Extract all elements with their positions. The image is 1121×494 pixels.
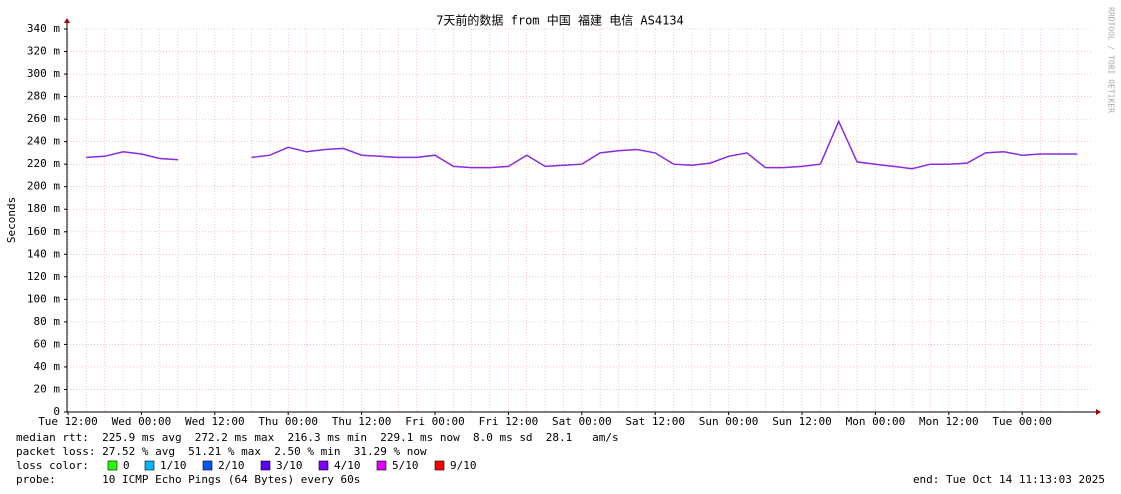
packet-loss: packet loss: 27.52 % avg 51.21 % max 2.5… [16, 445, 427, 458]
y-tick-label: 80 m [34, 315, 61, 328]
loss-swatch [260, 460, 271, 471]
x-tick-label: Thu 00:00 [258, 415, 318, 428]
loss-swatch [202, 460, 213, 471]
loss-swatch [376, 460, 387, 471]
axis-arrow [64, 18, 70, 23]
y-tick-label: 340 m [27, 22, 60, 35]
x-tick-label: Sun 12:00 [772, 415, 832, 428]
x-tick-label: Thu 12:00 [332, 415, 392, 428]
y-tick-label: 60 m [34, 337, 61, 350]
loss-label: 4/10 [334, 459, 361, 472]
y-tick-label: 220 m [27, 157, 60, 170]
y-axis-label: Seconds [5, 197, 18, 243]
x-tick-label: Fri 12:00 [479, 415, 539, 428]
y-tick-label: 200 m [27, 180, 60, 193]
loss-color-label: loss color: [16, 459, 89, 472]
x-tick-label: Sat 12:00 [625, 415, 685, 428]
x-tick-label: Sat 00:00 [552, 415, 612, 428]
axis-arrow [1096, 409, 1101, 415]
x-tick-label: Wed 00:00 [112, 415, 172, 428]
chart-title: 7天前的数据 from 中国 福建 电信 AS4134 [436, 13, 684, 28]
y-tick-label: 100 m [27, 292, 60, 305]
loss-swatch [434, 460, 445, 471]
x-tick-label: Mon 00:00 [846, 415, 906, 428]
x-tick-label: Sun 00:00 [699, 415, 759, 428]
x-tick-label: Tue 12:00 [38, 415, 98, 428]
y-tick-label: 280 m [27, 90, 60, 103]
y-tick-label: 20 m [34, 382, 61, 395]
x-tick-label: Tue 00:00 [992, 415, 1052, 428]
loss-label: 3/10 [276, 459, 303, 472]
y-tick-label: 260 m [27, 112, 60, 125]
loss-swatch [318, 460, 329, 471]
rtt-line [86, 119, 1078, 170]
loss-swatch [144, 460, 155, 471]
x-tick-label: Mon 12:00 [919, 415, 979, 428]
side-label: RRDTOOL / TOBI OETIKER [1107, 7, 1116, 113]
loss-label: 0 [123, 459, 130, 472]
x-tick-label: Fri 00:00 [405, 415, 465, 428]
probe: probe: 10 ICMP Echo Pings (64 Bytes) eve… [16, 473, 360, 486]
loss-label: 5/10 [392, 459, 419, 472]
loss-label: 1/10 [160, 459, 187, 472]
y-tick-label: 320 m [27, 45, 60, 58]
y-tick-label: 180 m [27, 202, 60, 215]
x-tick-label: Wed 12:00 [185, 415, 245, 428]
loss-swatch [107, 460, 118, 471]
loss-label: 2/10 [218, 459, 245, 472]
y-tick-label: 160 m [27, 225, 60, 238]
y-tick-label: 240 m [27, 135, 60, 148]
y-tick-label: 40 m [34, 360, 61, 373]
y-tick-label: 0 [53, 405, 60, 418]
y-tick-label: 300 m [27, 67, 60, 80]
median-rtt: median rtt: 225.9 ms avg 272.2 ms max 21… [16, 431, 619, 444]
y-tick-label: 120 m [27, 270, 60, 283]
loss-label: 9/10 [450, 459, 477, 472]
y-tick-label: 140 m [27, 247, 60, 260]
end-time: end: Tue Oct 14 11:13:03 2025 [913, 473, 1105, 486]
